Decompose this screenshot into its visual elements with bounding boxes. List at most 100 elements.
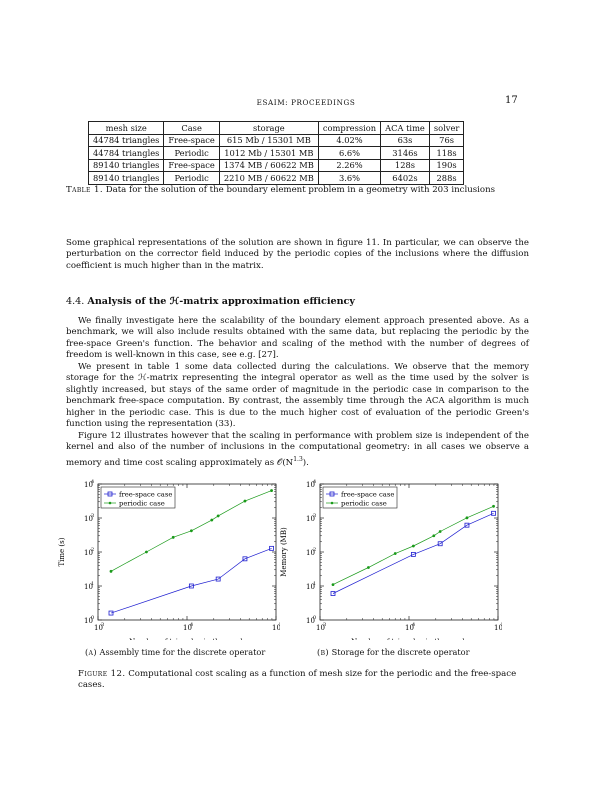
table-cell: 288s bbox=[428, 171, 465, 185]
running-head: ESAIM: PROCEEDINGS bbox=[256, 98, 356, 107]
table-cell: 6402s bbox=[380, 171, 430, 185]
paragraph-3-text: Figure 12 illustrates however that the s… bbox=[66, 431, 529, 468]
table-caption-label: Table 1. bbox=[66, 185, 103, 195]
chart-a-y-axis-label: Time (s) bbox=[58, 537, 66, 566]
chart-a-y-tick-label: 10 bbox=[84, 481, 93, 489]
table-cell: 615 Mb / 15301 MB bbox=[218, 133, 319, 147]
figure-12: 103104105100101102103104Number of triang… bbox=[50, 478, 502, 646]
chart-b-x-tick-exponent: 3 bbox=[323, 622, 326, 628]
paragraph-1: We finally investigate here the scalabil… bbox=[66, 316, 529, 361]
chart-b-x-tick-label: 10 bbox=[405, 624, 414, 632]
chart-b-series-line-free-space bbox=[332, 512, 494, 594]
paragraph-3-end: ). bbox=[302, 457, 309, 468]
chart-b-data-point-periodic bbox=[411, 544, 415, 548]
chart-a-x-tick-exponent: 4 bbox=[190, 622, 193, 628]
chart-assembly-time: 103104105100101102103104Number of triang… bbox=[58, 479, 282, 646]
figure-caption-text: Computational cost scaling as a function… bbox=[78, 669, 517, 690]
table-cell: Periodic bbox=[163, 171, 220, 185]
table-cell: Free-space bbox=[163, 133, 220, 147]
page-number: 17 bbox=[505, 95, 518, 106]
chart-a-data-point-periodic bbox=[210, 518, 214, 522]
paragraph-graphical: Some graphical representations of the so… bbox=[66, 238, 529, 271]
table-cell: 118s bbox=[428, 146, 465, 160]
section-heading: 4.4. Analysis of the ℋ-matrix approximat… bbox=[66, 296, 355, 307]
chart-a-x-tick-label: 10 bbox=[94, 624, 103, 632]
table-cell: 44784 triangles bbox=[87, 133, 165, 147]
table-cell: 1374 MB / 60622 MB bbox=[218, 158, 319, 172]
chart-b-y-tick-exponent: 0 bbox=[313, 615, 316, 621]
chart-a-data-point-periodic bbox=[145, 550, 148, 554]
section-number: 4.4. bbox=[66, 296, 85, 307]
subcaption-a: (a) Assembly time for the discrete opera… bbox=[85, 647, 265, 657]
figure-caption-label: Figure 12. bbox=[78, 669, 126, 679]
chart-a-x-axis-label: Number of triangles in the mesh bbox=[129, 638, 245, 640]
chart-b-data-point-periodic bbox=[432, 534, 436, 538]
chart-b-y-tick-exponent: 4 bbox=[313, 479, 316, 485]
chart-b-data-point-free-space bbox=[437, 541, 443, 547]
subcaption-a-text: Assembly time for the discrete operator bbox=[99, 647, 266, 657]
subcaption-a-label: (a) bbox=[85, 647, 97, 657]
table-cell: 6.6% bbox=[317, 146, 382, 160]
section-title-h: ℋ bbox=[169, 296, 180, 307]
chart-b-data-point-free-space bbox=[464, 522, 470, 528]
chart-a-legend-entry: periodic case bbox=[119, 499, 165, 507]
column-header: compression bbox=[317, 121, 382, 135]
chart-b-x-axis-label: Number of triangles in the mesh bbox=[351, 638, 467, 640]
chart-a-data-point-periodic bbox=[216, 514, 220, 518]
paragraph-2: We present in table 1 some data collecte… bbox=[66, 362, 529, 430]
chart-b-y-tick-exponent: 3 bbox=[313, 513, 316, 519]
chart-b-legend-marker-square bbox=[329, 491, 335, 497]
chart-a-series-line-periodic bbox=[110, 490, 272, 572]
chart-b-legend-marker-diamond bbox=[330, 501, 334, 505]
paragraph-3-exponent: 1.3 bbox=[293, 455, 303, 463]
table-cell: Periodic bbox=[163, 146, 220, 160]
column-header: ACA time bbox=[380, 121, 430, 135]
table-cell: 190s bbox=[428, 158, 465, 172]
column-header: Case bbox=[163, 121, 220, 135]
chart-a-y-tick-label: 10 bbox=[84, 583, 93, 591]
chart-b-data-point-periodic bbox=[393, 552, 397, 555]
table-row: 44784 triangles Free-space 615 Mb / 1530… bbox=[87, 133, 465, 147]
chart-a-data-point-free-space bbox=[188, 583, 194, 589]
column-header: solver bbox=[428, 121, 465, 135]
table-caption-text: Data for the solution of the boundary el… bbox=[105, 185, 496, 195]
chart-a-legend-marker-diamond bbox=[108, 501, 112, 505]
chart-a-x-tick-exponent: 3 bbox=[101, 622, 104, 628]
chart-a-data-point-periodic bbox=[189, 529, 193, 533]
chart-b-data-point-periodic bbox=[331, 583, 335, 586]
chart-b-y-tick-label: 10 bbox=[306, 515, 315, 523]
chart-b-x-tick-label: 10 bbox=[494, 624, 502, 632]
chart-a-data-point-periodic bbox=[270, 489, 273, 492]
table-cell: 63s bbox=[380, 133, 430, 147]
chart-a-y-tick-exponent: 4 bbox=[91, 479, 94, 485]
chart-b-data-point-periodic bbox=[465, 516, 469, 520]
table-cell: 44784 triangles bbox=[87, 146, 165, 160]
table-caption: Table 1. Data for the solution of the bo… bbox=[66, 185, 546, 196]
table-cell: Free-space bbox=[163, 158, 220, 172]
table-cell: 76s bbox=[428, 133, 465, 147]
chart-b-legend-box bbox=[322, 486, 398, 509]
table-cell: 89140 triangles bbox=[87, 158, 165, 172]
chart-a-legend-box bbox=[100, 486, 176, 509]
chart-b-legend-entry: free-space case bbox=[341, 490, 394, 498]
table-cell: 2210 MB / 60622 MB bbox=[218, 171, 319, 185]
chart-b-data-point-periodic bbox=[492, 504, 495, 508]
chart-a-y-tick-exponent: 0 bbox=[91, 615, 94, 621]
chart-a-data-point-periodic bbox=[109, 569, 113, 573]
chart-b-data-point-periodic bbox=[438, 530, 442, 533]
chart-b-x-tick-label: 10 bbox=[316, 624, 325, 632]
chart-b-data-point-free-space bbox=[410, 551, 416, 557]
table-cell: 89140 triangles bbox=[87, 171, 165, 185]
section-title-suffix: -matrix approximation efficiency bbox=[179, 296, 355, 307]
chart-a-y-tick-exponent: 2 bbox=[91, 547, 94, 553]
chart-storage: 103104105100101102103104Number of triang… bbox=[280, 479, 502, 640]
table-row: 89140 triangles Free-space 1374 MB / 606… bbox=[87, 158, 465, 172]
chart-b-series-line-periodic bbox=[332, 505, 494, 585]
chart-b-y-tick-label: 10 bbox=[306, 481, 315, 489]
chart-b-x-tick-exponent: 4 bbox=[412, 622, 415, 628]
chart-b-legend-entry: periodic case bbox=[341, 499, 387, 507]
table-cell: 4.02% bbox=[317, 133, 382, 147]
chart-b-y-tick-label: 10 bbox=[306, 617, 315, 625]
chart-b-y-tick-exponent: 2 bbox=[313, 547, 316, 553]
